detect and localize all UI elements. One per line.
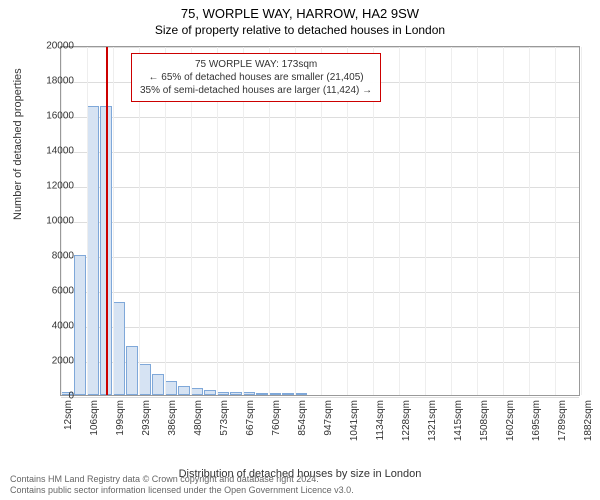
x-tick-label: 573sqm [219, 400, 230, 436]
x-tick-label: 1882sqm [583, 400, 594, 441]
y-tick-label: 6000 [52, 286, 74, 297]
x-tick-label: 1508sqm [479, 400, 490, 441]
annotation-line: ← 65% of detached houses are smaller (21… [140, 71, 372, 84]
x-tick-label: 1789sqm [557, 400, 568, 441]
x-tick-label: 293sqm [141, 400, 152, 436]
grid-line-v [555, 47, 556, 395]
y-tick-label: 4000 [52, 321, 74, 332]
histogram-bar [243, 392, 255, 395]
histogram-bar [87, 106, 99, 395]
histogram-bar [269, 393, 281, 395]
x-tick-label: 1134sqm [375, 400, 386, 440]
grid-line-v [425, 47, 426, 395]
x-tick-label: 947sqm [323, 400, 334, 436]
grid-line-v [451, 47, 452, 395]
footer-line-1: Contains HM Land Registry data © Crown c… [10, 474, 354, 485]
y-axis-label: Number of detached properties [12, 68, 24, 220]
histogram-bar [126, 346, 138, 395]
y-tick-label: 16000 [46, 111, 74, 122]
x-tick-label: 480sqm [193, 400, 204, 436]
histogram-bar [217, 392, 229, 396]
histogram-bar [204, 390, 216, 395]
histogram-bar [178, 386, 190, 395]
histogram-bar [165, 381, 177, 395]
grid-line-v [503, 47, 504, 395]
histogram-bar [230, 392, 242, 396]
x-tick-label: 1228sqm [401, 400, 412, 441]
x-tick-label: 1695sqm [531, 400, 542, 441]
x-tick-label: 12sqm [63, 400, 74, 430]
x-tick-label: 1602sqm [505, 400, 516, 441]
histogram-bar [139, 364, 151, 396]
x-tick-label: 760sqm [271, 400, 282, 436]
grid-line-v [529, 47, 530, 395]
y-tick-label: 8000 [52, 251, 74, 262]
grid-line-v [87, 47, 88, 395]
y-tick-label: 2000 [52, 356, 74, 367]
annotation-line: 35% of semi-detached houses are larger (… [140, 84, 372, 97]
y-tick-label: 14000 [46, 146, 74, 157]
plot-area: 75 WORPLE WAY: 173sqm← 65% of detached h… [60, 46, 580, 396]
footer-line-2: Contains public sector information licen… [10, 485, 354, 496]
histogram-bar [295, 393, 307, 395]
grid-line-v [113, 47, 114, 395]
y-tick-label: 20000 [46, 41, 74, 52]
page-subtitle: Size of property relative to detached ho… [0, 21, 600, 37]
histogram-bar [113, 302, 125, 395]
x-tick-label: 106sqm [89, 400, 100, 436]
x-tick-label: 386sqm [167, 400, 178, 436]
x-tick-label: 1415sqm [453, 400, 464, 441]
property-marker-line [106, 47, 108, 395]
y-tick-label: 12000 [46, 181, 74, 192]
grid-line-v [399, 47, 400, 395]
y-tick-label: 10000 [46, 216, 74, 227]
x-tick-label: 854sqm [297, 400, 308, 436]
histogram-bar [256, 393, 268, 395]
histogram-bar [152, 374, 164, 395]
histogram-bar [74, 255, 86, 395]
histogram-bar [191, 388, 203, 395]
grid-line-h [61, 397, 579, 398]
annotation-line: 75 WORPLE WAY: 173sqm [140, 58, 372, 71]
annotation-box: 75 WORPLE WAY: 173sqm← 65% of detached h… [131, 53, 381, 102]
x-tick-label: 1321sqm [427, 400, 438, 441]
page-title: 75, WORPLE WAY, HARROW, HA2 9SW [0, 0, 600, 21]
chart-container: 75 WORPLE WAY: 173sqm← 65% of detached h… [60, 46, 580, 426]
y-tick-label: 18000 [46, 76, 74, 87]
grid-line-v [477, 47, 478, 395]
x-tick-label: 199sqm [115, 400, 126, 436]
footer: Contains HM Land Registry data © Crown c… [10, 474, 354, 496]
grid-line-v [581, 47, 582, 395]
histogram-bar [282, 393, 294, 395]
x-tick-label: 1041sqm [349, 400, 360, 441]
x-tick-label: 667sqm [245, 400, 256, 436]
